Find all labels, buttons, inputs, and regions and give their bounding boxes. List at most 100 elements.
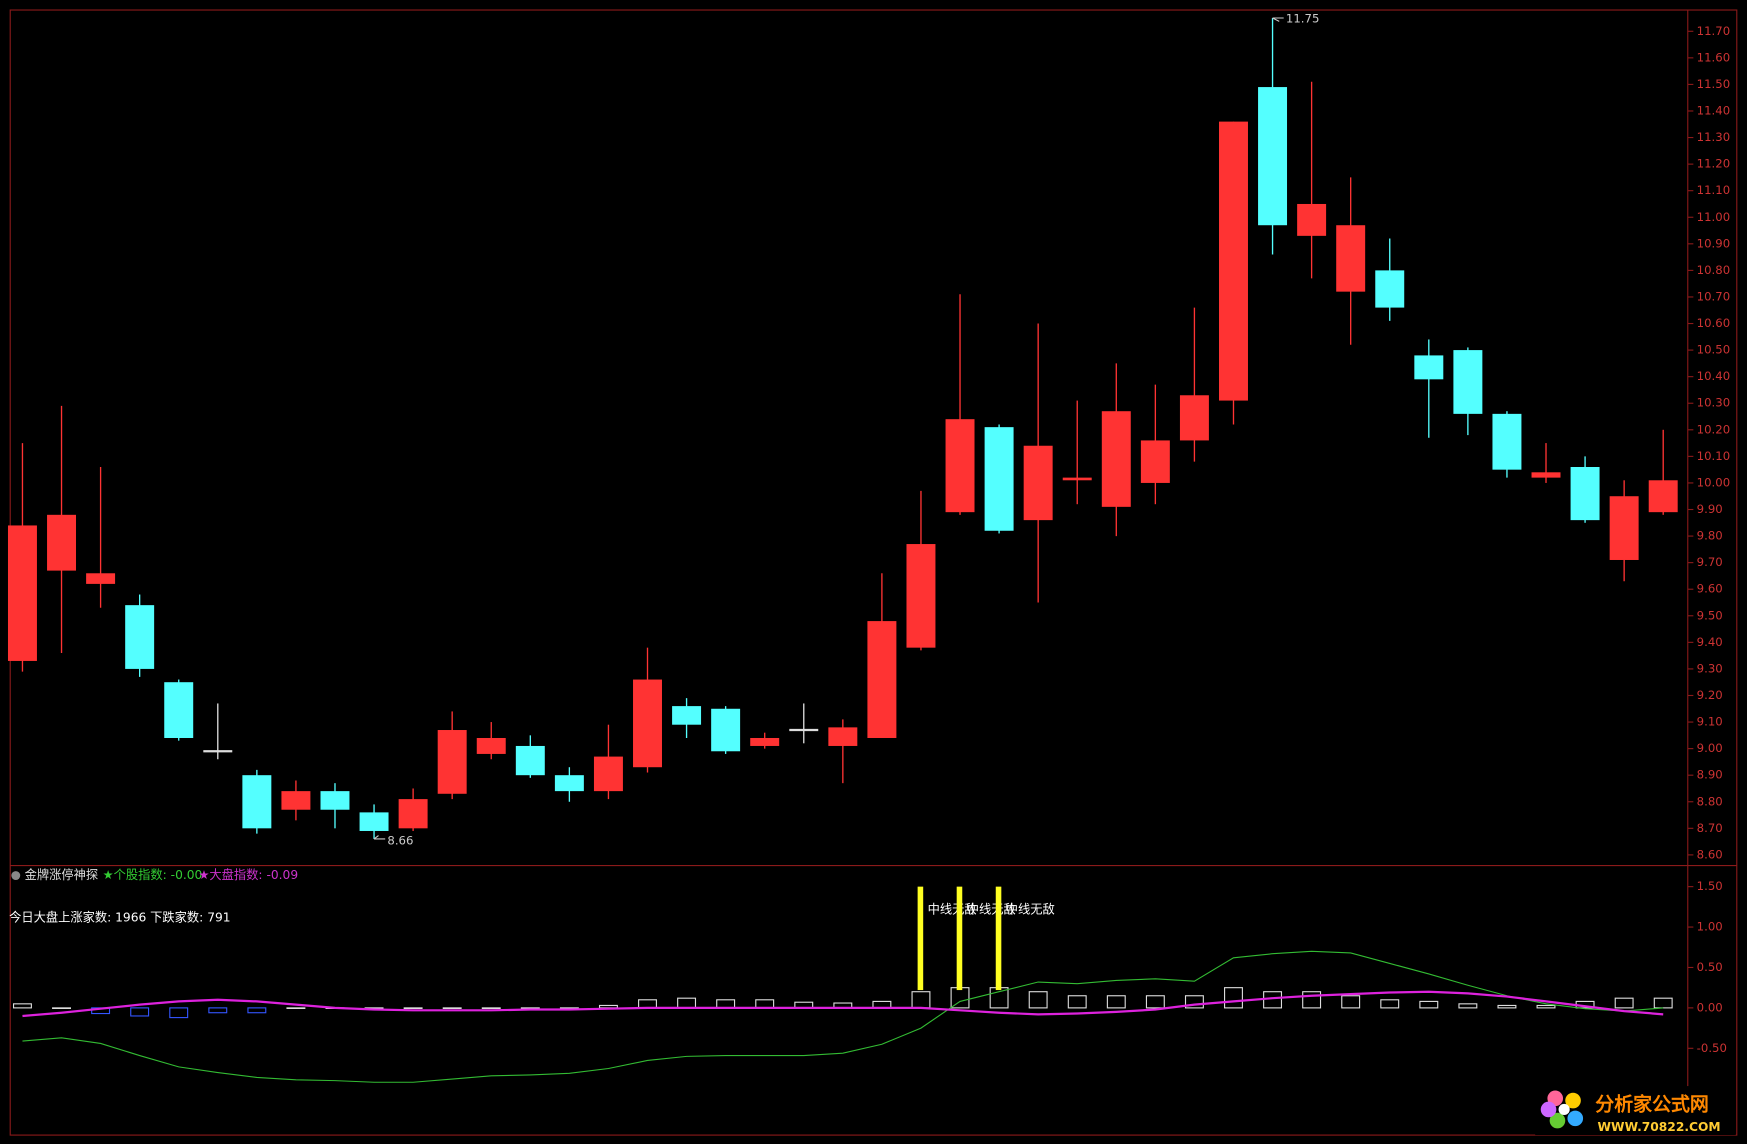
signal-bar [956, 886, 963, 991]
indicator-bar [1184, 995, 1204, 1009]
candle-body [398, 799, 428, 829]
indicator-bar [1028, 991, 1048, 1009]
indicator-bar [481, 1007, 501, 1009]
indicator-bar [1341, 995, 1361, 1009]
y-tick-label: 10.50 [1697, 343, 1730, 357]
indicator-bar [1145, 995, 1165, 1009]
y-tick-label: 10.80 [1697, 263, 1730, 277]
y-tick-label: 8.60 [1697, 847, 1723, 861]
y-tick-label: 10.70 [1697, 289, 1730, 303]
y-tick-label: 10.30 [1697, 396, 1730, 410]
min-marker [373, 835, 386, 840]
y-tick-label: 10.10 [1697, 449, 1730, 463]
indicator-bar [1419, 1000, 1439, 1009]
y-tick-label: 1.00 [1697, 920, 1723, 934]
signal-label: 中线无敌 [928, 902, 977, 917]
indicator-bar [247, 1007, 267, 1014]
y-tick-label: 11.00 [1697, 210, 1730, 224]
signal-label: 中线无敌 [967, 902, 1016, 917]
signal-bar [917, 886, 924, 991]
annotation: ★大盘指数: -0.09 [198, 867, 298, 882]
candle-body [867, 621, 897, 738]
y-tick-label: 9.40 [1697, 635, 1723, 649]
min-label: 8.66 [387, 834, 413, 848]
logo: 分析家公式网 WWW.70822.COM [1535, 1086, 1736, 1136]
candle-body [1648, 480, 1678, 513]
indicator-bar [1536, 1004, 1556, 1009]
candle-body [242, 775, 272, 829]
candle-body [984, 427, 1014, 531]
candle-body [750, 737, 780, 746]
y-tick-label: 9.20 [1697, 688, 1723, 702]
candle-body [672, 706, 702, 725]
y-tick-label: 8.90 [1697, 768, 1723, 782]
candle-body [711, 708, 741, 752]
indicator-icon [11, 871, 21, 880]
y-tick-label: 9.70 [1697, 555, 1723, 569]
indicator-bar [1614, 997, 1634, 1009]
candle-body [1140, 440, 1170, 483]
annotation: 今日大盘上涨家数: 1966 下跌家数: 791 [9, 909, 231, 924]
y-tick-label: 10.90 [1697, 236, 1730, 250]
candle-body [86, 573, 116, 584]
y-tick-label: 11.70 [1697, 24, 1730, 38]
candle-body [7, 525, 37, 661]
y-tick-label: 1.50 [1697, 879, 1723, 893]
candle-body [906, 544, 936, 648]
y-tick-label: 11.40 [1697, 103, 1730, 117]
y-tick-label: 11.30 [1697, 130, 1730, 144]
indicator-bar [1497, 1004, 1517, 1009]
indicator-line [22, 990, 1664, 1018]
y-tick-label: 10.40 [1697, 369, 1730, 383]
indicator-title: 金牌涨停神探 [25, 867, 99, 882]
indicator-bar [208, 1007, 228, 1014]
y-tick-label: 9.00 [1697, 741, 1723, 755]
candle-body [1062, 477, 1092, 481]
y-tick-label: 9.60 [1697, 582, 1723, 596]
y-tick-label: 9.80 [1697, 529, 1723, 543]
candle-body [281, 791, 311, 810]
y-tick-label: 9.50 [1697, 608, 1723, 622]
signal-bar [995, 886, 1002, 991]
candle-body [1101, 411, 1131, 507]
candle-body [1023, 445, 1053, 521]
y-tick-label: 8.80 [1697, 794, 1723, 808]
signal-label: 中线无敌 [1006, 902, 1055, 917]
candle-body [828, 727, 858, 746]
candle-body [1179, 395, 1209, 441]
max-label: 11.75 [1286, 12, 1319, 26]
candle-body [1414, 355, 1444, 380]
candle-body [359, 812, 389, 831]
indicator-bar [1067, 995, 1087, 1009]
y-tick-label: 0.00 [1697, 1000, 1723, 1014]
candle-body [1258, 87, 1288, 226]
logo-center [1558, 1103, 1570, 1116]
candle-body [1453, 350, 1483, 414]
candle-body [437, 730, 467, 794]
candle-body [1297, 203, 1327, 236]
y-tick-label: 9.90 [1697, 502, 1723, 516]
candle-body [1531, 472, 1561, 478]
y-tick-label: 11.10 [1697, 183, 1730, 197]
candle-body [125, 605, 155, 669]
candle-body [476, 737, 506, 754]
indicator-bar [1302, 991, 1322, 1009]
candle-body [1336, 225, 1366, 292]
logo-petal [1549, 1112, 1566, 1129]
y-tick-label: 11.60 [1697, 50, 1730, 64]
y-tick-label: 10.60 [1697, 316, 1730, 330]
indicator-bar [286, 1007, 306, 1009]
indicator-bar [1458, 1003, 1478, 1009]
y-tick-label: 9.30 [1697, 661, 1723, 675]
logo-petal [1567, 1110, 1584, 1127]
candle-body [554, 775, 584, 792]
indicator-bar [1380, 999, 1400, 1009]
candle-body [1570, 466, 1600, 521]
candle-body [164, 682, 194, 738]
candle-body [515, 745, 545, 776]
logo-petal [1540, 1101, 1557, 1118]
indicator-bar [403, 1007, 423, 1009]
y-tick-label: 10.20 [1697, 422, 1730, 436]
